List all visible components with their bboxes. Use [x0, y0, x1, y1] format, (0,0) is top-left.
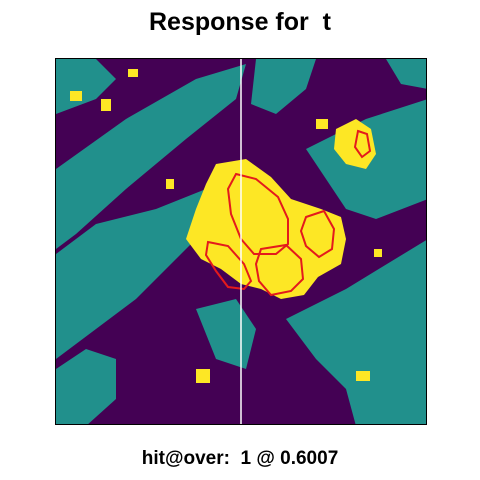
mid-region	[56, 64, 246, 249]
high-region	[374, 249, 382, 257]
peak-contour	[254, 243, 305, 297]
high-region	[70, 91, 82, 101]
peak-contour	[299, 209, 336, 259]
peak-contour	[353, 129, 372, 159]
peak-contours	[204, 129, 372, 297]
peak-contour	[204, 240, 253, 291]
high-region	[356, 371, 370, 381]
mid-region	[251, 59, 316, 114]
hit-over-caption: hit@over: 1 @ 0.6007	[141, 448, 339, 469]
mid-region	[286, 240, 426, 424]
mid-region	[56, 189, 216, 359]
response-heatmap	[56, 59, 426, 424]
high-region	[186, 159, 346, 299]
high-region	[128, 69, 138, 77]
mid-region	[56, 349, 116, 424]
high-region	[316, 119, 328, 129]
mid-regions	[56, 59, 426, 424]
chart-title: Response for t	[149, 8, 331, 36]
mid-region	[386, 59, 426, 89]
high-region	[196, 369, 210, 383]
high-region	[101, 99, 111, 111]
high-region	[166, 179, 174, 189]
plot-area	[55, 58, 427, 425]
peak-contour	[226, 172, 289, 255]
